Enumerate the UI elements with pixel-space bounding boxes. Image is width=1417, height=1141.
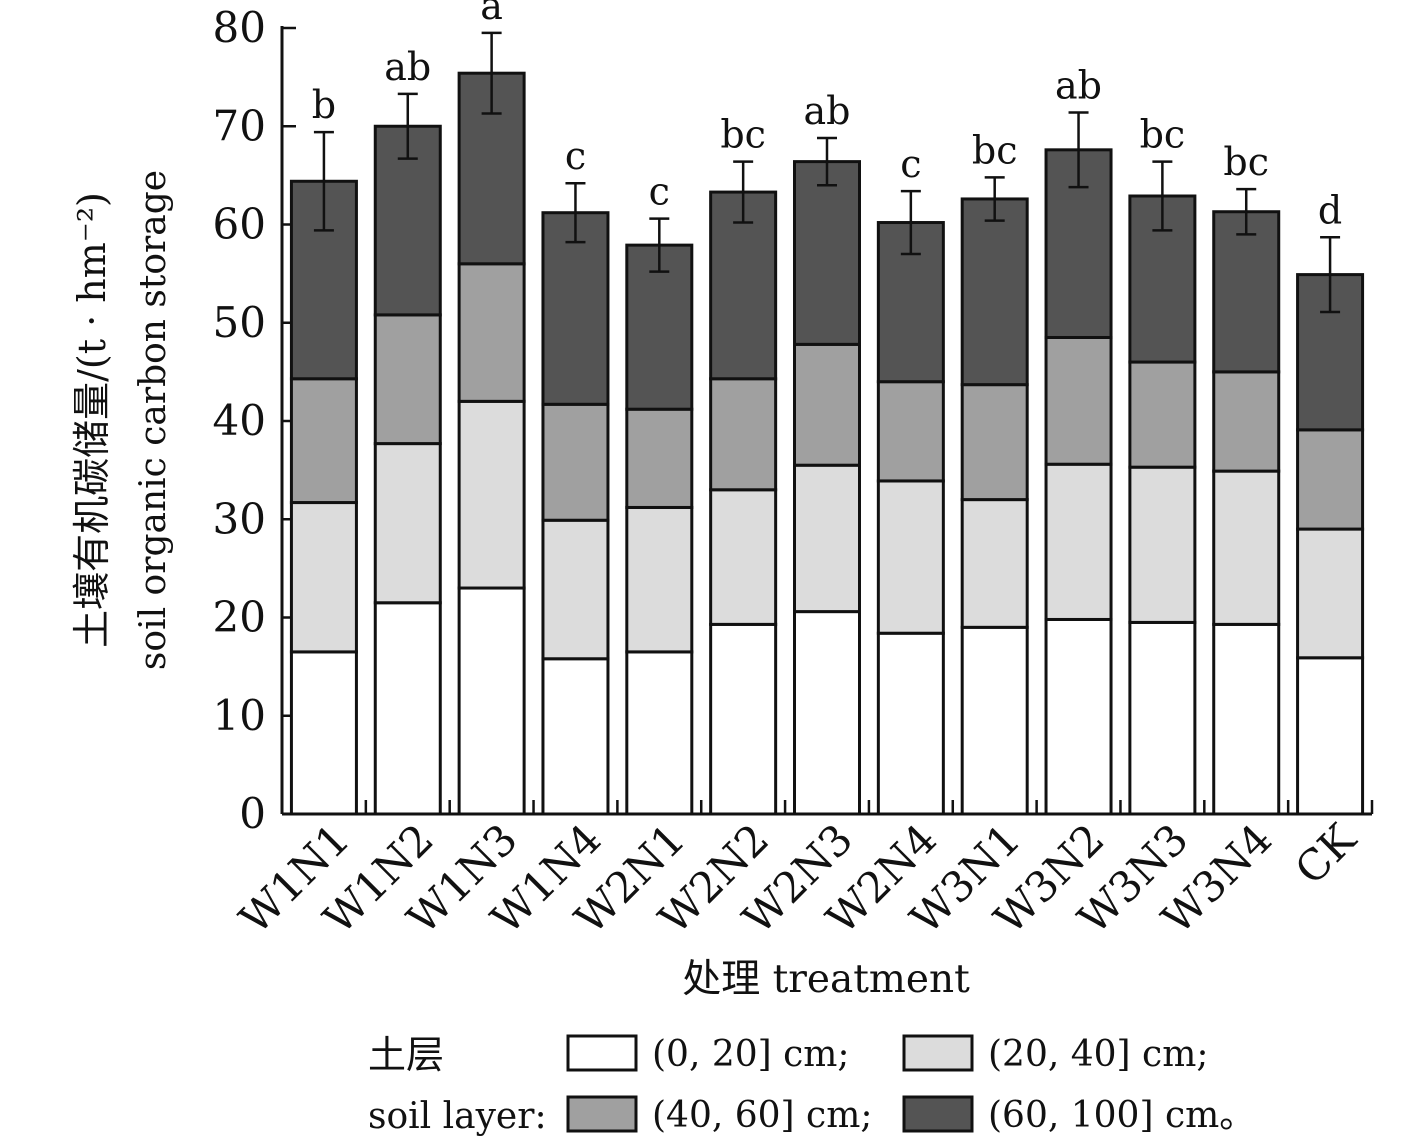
y-axis-label-en: soil organic carbon storage [133,170,174,670]
bar-segment [876,479,945,635]
x-axis-label: 处理 treatment [682,957,970,1002]
bar-segment [876,631,945,816]
bar-segment [960,498,1029,629]
legend-label-20-40: (20, 40] cm; [988,1034,1208,1075]
bar-segment [1212,469,1281,626]
bar-segment [960,625,1029,816]
significance-label: ab [804,89,851,133]
significance-label: c [649,170,670,214]
legend-swatch-0-20 [566,1034,638,1072]
significance-label: c [900,142,921,186]
bar-segment [541,211,610,406]
y-tick-label: 10 [213,691,266,740]
significance-label: bc [972,128,1018,172]
bar-segment [1296,428,1365,531]
significance-label: a [480,0,503,28]
bar-segment [373,313,442,446]
legend-label-60-100: (60, 100] cm。 [988,1095,1255,1136]
bar-segment [1128,465,1197,624]
y-tick-label: 30 [213,494,266,543]
bar-segment [289,377,358,505]
bar-segment [457,586,526,816]
bar-segment [457,399,526,590]
significance-label: bc [1140,113,1186,157]
legend-label-0-20: (0, 20] cm; [652,1034,850,1075]
significance-label: bc [720,113,766,157]
y-tick-label: 60 [213,200,266,249]
bar-segment [373,442,442,605]
x-tick-label: CK [1286,813,1367,894]
bar-segment [1044,462,1113,621]
bar-segment [1128,620,1197,816]
bar-segment [709,377,778,492]
legend: 土层 soil layer: (0, 20] cm; (20, 40] cm; … [368,1033,1255,1137]
bar-segment [709,622,778,816]
y-axis-label-cn: 土壤有机碳储量/(t · hm⁻²) [70,192,114,648]
bar-segment [541,518,610,661]
y-tick-label: 70 [213,101,266,150]
significance-label: d [1318,188,1342,232]
significance-label: c [565,134,586,178]
significance-label: ab [384,45,431,89]
bar-segment [289,650,358,816]
plot-area: 01020304050607080bW1N1abW1N2aW1N3cW1N4cW… [213,0,1374,943]
bar-segment [1212,370,1281,473]
bar-segment [1044,617,1113,816]
bar-segment [793,342,861,467]
y-tick-label: 20 [213,593,266,642]
bar-segment [960,383,1029,502]
bar-segment [541,402,610,522]
bar-segment [289,501,358,654]
bar-segment [793,463,861,614]
y-tick-label: 0 [239,789,266,838]
bar-segment [625,407,694,509]
bar-segment [876,380,945,483]
legend-swatch-60-100 [902,1095,974,1133]
significance-label: bc [1223,140,1269,184]
legend-label-40-60: (40, 60] cm; [652,1095,872,1136]
legend-swatch-20-40 [902,1034,974,1072]
bar-segment [1296,656,1365,816]
bar-segment [1296,527,1365,660]
bar-segment [541,657,610,816]
bar-segment [1128,360,1197,469]
y-tick-label: 40 [213,396,266,445]
bar-segment [625,505,694,654]
significance-label: ab [1055,63,1102,107]
y-tick-label: 80 [213,3,266,52]
legend-title-cn: 土层 [368,1033,444,1077]
significance-label: b [312,83,336,127]
bar-segment [457,262,526,403]
bar-segment [1212,622,1281,816]
bar-segment [1044,335,1113,466]
legend-swatch-40-60 [566,1095,638,1133]
bar-segment [625,650,694,816]
bar-segment [793,160,861,346]
y-tick-label: 50 [213,298,266,347]
bar-segment [1212,210,1281,374]
bar-segment [960,197,1029,387]
legend-title-en: soil layer: [368,1096,547,1137]
bar-segment [709,488,778,626]
bar-segment [793,610,861,816]
bar-segment [373,601,442,816]
